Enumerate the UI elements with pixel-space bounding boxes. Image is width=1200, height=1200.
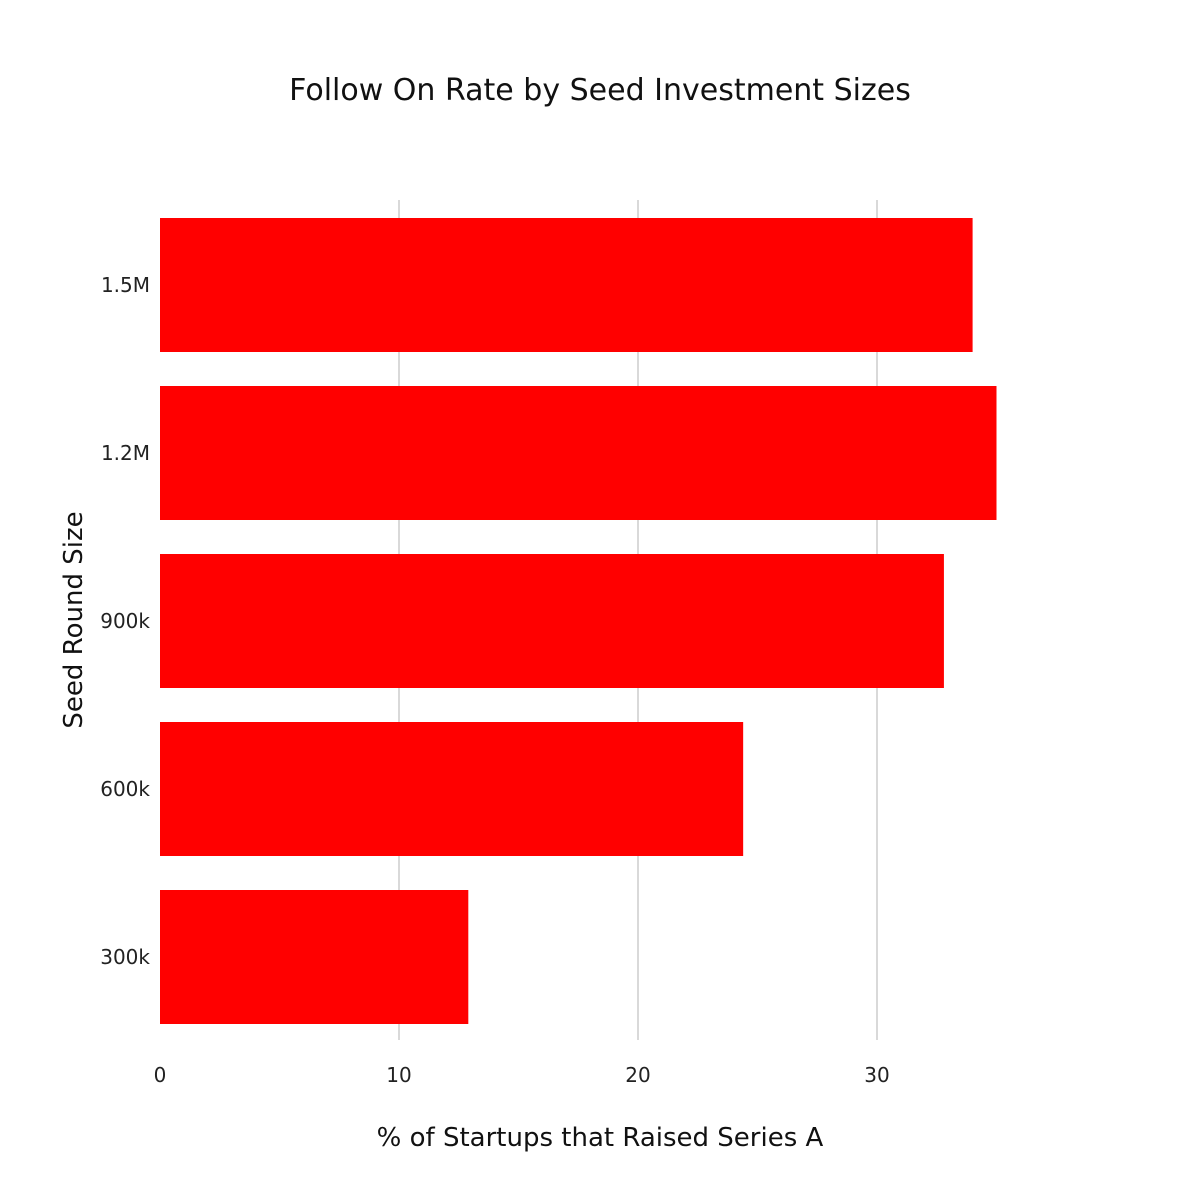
y-tick-label: 1.2M (101, 441, 150, 465)
y-axis-title: Seed Round Size (59, 511, 89, 728)
y-tick-label: 600k (100, 777, 150, 801)
x-tick-label: 20 (625, 1063, 650, 1087)
chart-title: Follow On Rate by Seed Investment Sizes (289, 73, 911, 108)
bar-1.2M (160, 386, 997, 520)
bars (160, 218, 997, 1024)
y-tick-label: 1.5M (101, 273, 150, 297)
y-tick-label: 300k (100, 945, 150, 969)
x-tick-labels: 0 10 20 30 (154, 1063, 890, 1087)
bar-1.5M (160, 218, 973, 352)
x-tick-label: 10 (386, 1063, 411, 1087)
x-axis-title: % of Startups that Raised Series A (377, 1123, 824, 1153)
y-tick-labels: 300k 600k 900k 1.2M 1.5M (100, 273, 150, 969)
bar-900k (160, 554, 944, 688)
x-tick-label: 0 (154, 1063, 167, 1087)
y-tick-label: 900k (100, 609, 150, 633)
bar-600k (160, 722, 744, 856)
bar-300k (160, 890, 469, 1024)
x-tick-label: 30 (864, 1063, 889, 1087)
